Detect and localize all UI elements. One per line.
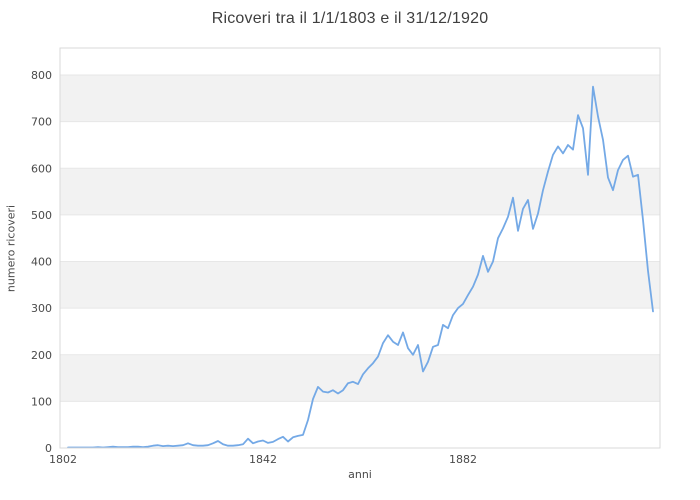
x-tick-label: 1842 (249, 453, 277, 466)
x-tick-label: 1802 (49, 453, 77, 466)
y-tick-label: 300 (31, 302, 52, 315)
band (60, 354, 660, 402)
chart-title: Ricoveri tra il 1/1/1803 e il 31/12/1920 (211, 10, 489, 27)
y-tick-label: 0 (45, 442, 52, 455)
y-tick-label: 500 (31, 209, 52, 222)
y-axis-label: numero ricoveri (4, 204, 18, 293)
y-tick-label: 100 (31, 395, 52, 408)
plot-border (59, 47, 661, 449)
y-tick-label: 400 (31, 256, 52, 269)
y-tick-label: 600 (31, 162, 52, 175)
data-line (67, 85, 654, 449)
band (60, 168, 660, 215)
x-tick-label: 1882 (449, 453, 477, 466)
y-tick-label: 200 (31, 349, 52, 362)
band (60, 75, 660, 122)
y-tick-label: 700 (31, 116, 52, 129)
x-axis-label: anni (348, 468, 372, 481)
y-tick-label: 800 (31, 69, 52, 82)
band (60, 261, 660, 309)
